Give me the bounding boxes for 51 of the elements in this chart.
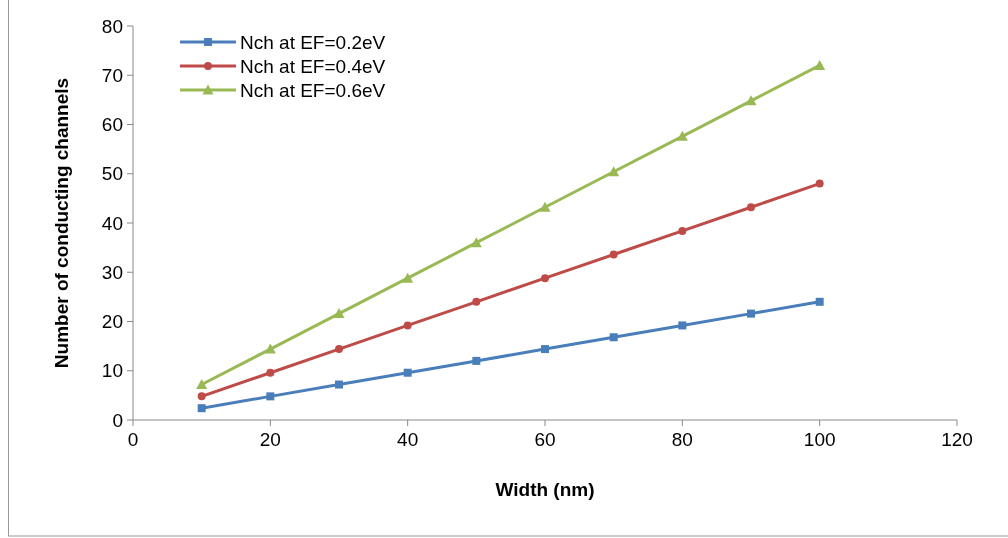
- y-tick-label: 60: [101, 114, 123, 136]
- x-tick-label: 0: [127, 429, 139, 450]
- y-tick-label: 40: [101, 212, 123, 234]
- point: [815, 179, 824, 188]
- point: [676, 130, 688, 141]
- point: [747, 203, 755, 212]
- y-tick-label: 30: [101, 261, 123, 283]
- x-tick-label: 60: [534, 429, 556, 450]
- y-tick-label: 10: [101, 360, 123, 382]
- point: [539, 201, 551, 212]
- point: [470, 237, 482, 248]
- point: [472, 356, 481, 365]
- x-tick-label: 120: [941, 429, 973, 450]
- point: [196, 379, 208, 390]
- legend-label: Nch at EF=0.6eV: [240, 79, 386, 101]
- point: [403, 321, 412, 330]
- point: [745, 95, 757, 106]
- point: [266, 368, 275, 377]
- y-tick-label: 50: [101, 163, 123, 185]
- x-tick-label: 100: [803, 429, 836, 450]
- point: [608, 166, 620, 177]
- point: [333, 308, 345, 319]
- point: [266, 392, 275, 401]
- point: [815, 297, 824, 306]
- y-tick-label: 80: [101, 15, 123, 37]
- point: [609, 250, 618, 259]
- point: [541, 274, 549, 283]
- x-tick-label: 80: [671, 429, 693, 450]
- legend-label: Nch at EF=0.2eV: [240, 31, 386, 53]
- point: [747, 309, 755, 318]
- y-axis-title: Number of conducting channels: [51, 77, 72, 369]
- point: [609, 333, 618, 342]
- point: [197, 404, 206, 413]
- point: [335, 380, 343, 389]
- point: [814, 59, 826, 70]
- point: [678, 321, 687, 330]
- point: [402, 272, 414, 283]
- x-axis-title: Width (nm): [495, 479, 595, 500]
- y-tick-label: 0: [112, 409, 123, 431]
- y-tick-label: 70: [101, 64, 123, 86]
- point: [403, 368, 412, 377]
- point: [335, 345, 343, 354]
- legend-label: Nch at EF=0.4eV: [240, 55, 386, 77]
- point: [541, 345, 549, 354]
- point: [472, 297, 481, 306]
- y-tick-label: 20: [101, 311, 123, 333]
- point: [678, 226, 687, 235]
- x-tick-label: 40: [397, 429, 419, 450]
- x-tick-label: 20: [259, 429, 281, 450]
- point: [264, 343, 276, 354]
- point: [197, 392, 206, 401]
